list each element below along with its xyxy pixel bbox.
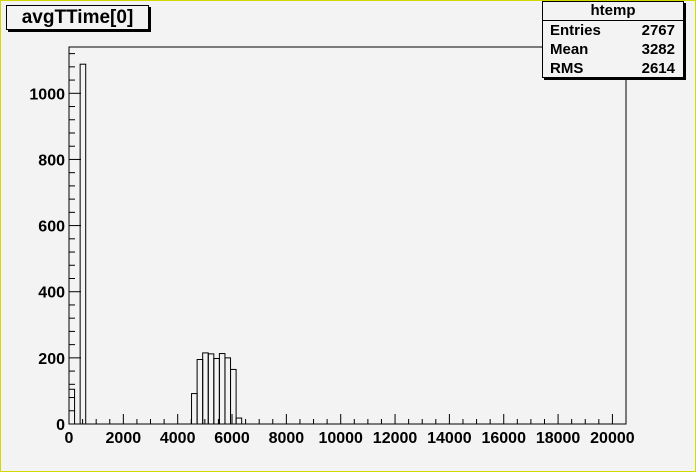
- stats-label: Mean: [550, 41, 589, 58]
- x-tick-label: 16000: [481, 430, 526, 447]
- x-tick-label: 8000: [269, 430, 305, 447]
- x-tick-label: 10000: [318, 430, 363, 447]
- stats-row-entries: Entries 2767: [543, 21, 683, 40]
- histogram-bin: [218, 353, 226, 425]
- x-tick-label: 2000: [106, 430, 142, 447]
- histogram-bin: [207, 353, 215, 425]
- stats-row-rms: RMS 2614: [543, 59, 683, 78]
- x-tick-label: 6000: [214, 430, 250, 447]
- x-tick-label: 20000: [590, 430, 635, 447]
- histogram-bin: [235, 417, 243, 425]
- histogram-bin: [68, 388, 76, 425]
- y-tick-label: 200: [38, 351, 65, 368]
- histogram-bin: [230, 368, 237, 425]
- y-tick-label: 800: [38, 152, 65, 169]
- stats-value: 3282: [641, 41, 675, 58]
- plot-frame: [68, 46, 627, 425]
- histogram-bin: [191, 393, 198, 425]
- histogram-bin: [202, 352, 209, 425]
- histogram-bin: [213, 358, 220, 425]
- y-tick-label: 400: [38, 285, 65, 302]
- stats-value: 2614: [641, 60, 675, 77]
- y-tick-label: 600: [38, 219, 65, 236]
- stats-label: RMS: [550, 60, 584, 77]
- histogram-title: avgTTime[0]: [6, 5, 149, 30]
- x-tick-label: 0: [65, 430, 74, 447]
- histogram-bin: [79, 63, 87, 425]
- stats-label: Entries: [550, 22, 601, 39]
- x-tick-label: 12000: [373, 430, 418, 447]
- histogram-bin: [224, 357, 232, 425]
- stats-row-mean: Mean 3282: [543, 40, 683, 59]
- x-tick-label: 18000: [536, 430, 581, 447]
- histogram-bin: [196, 359, 204, 425]
- y-tick-label: 1000: [29, 86, 65, 103]
- x-tick-label: 4000: [160, 430, 196, 447]
- stats-title: htemp: [543, 2, 683, 21]
- stats-box: htemp Entries 2767 Mean 3282 RMS 2614: [542, 1, 684, 78]
- x-tick-label: 14000: [427, 430, 472, 447]
- stats-value: 2767: [641, 22, 675, 39]
- y-tick-label: 0: [56, 417, 65, 434]
